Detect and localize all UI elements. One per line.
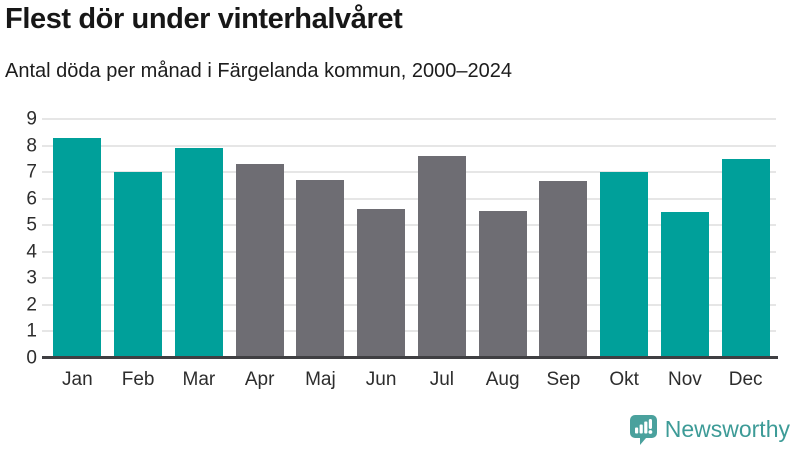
gridline xyxy=(42,224,776,227)
y-tick-label: 5 xyxy=(26,214,37,236)
bar-slot xyxy=(533,119,594,358)
gridline xyxy=(42,171,776,174)
y-tick-label: 6 xyxy=(26,188,37,210)
bar-slot xyxy=(715,119,776,358)
brand-footer: Newsworthy xyxy=(629,414,790,445)
x-axis-line xyxy=(42,356,778,359)
bar-slot xyxy=(412,119,473,358)
gridline xyxy=(42,250,776,253)
bar-slot xyxy=(47,119,108,358)
bar-slot xyxy=(472,119,533,358)
bar-okt xyxy=(600,172,649,358)
bar-slot xyxy=(108,119,169,358)
bar-slot xyxy=(229,119,290,358)
gridline xyxy=(42,197,776,200)
x-tick-label: Jul xyxy=(429,369,455,390)
x-tick-label: Okt xyxy=(609,369,639,390)
x-tick-label: Maj xyxy=(305,369,336,390)
y-tick-label: 0 xyxy=(26,347,37,369)
y-tick-label: 1 xyxy=(26,320,37,342)
y-tick-label: 4 xyxy=(26,241,37,263)
bar-jan xyxy=(53,137,102,358)
bar-slot xyxy=(351,119,412,358)
bar-dec xyxy=(721,158,770,358)
bar-apr xyxy=(235,164,284,358)
newsworthy-logo-icon xyxy=(629,414,658,445)
bar-aug xyxy=(478,210,527,358)
bar-series xyxy=(47,119,776,358)
x-tick-label: Jun xyxy=(365,369,397,390)
x-tick-label: Nov xyxy=(667,369,702,390)
x-tick-label: Jan xyxy=(62,369,93,390)
x-axis-labels: Jan Feb Mar Apr Maj Jun Jul Aug Sep Okt Nov Dec xyxy=(47,369,776,391)
gridline xyxy=(42,144,776,147)
x-tick-label: Sep xyxy=(546,369,581,390)
gridline xyxy=(42,277,776,280)
bar-slot xyxy=(655,119,716,358)
bar-feb xyxy=(114,172,163,358)
y-tick-label: 3 xyxy=(26,267,37,289)
bar-slot xyxy=(290,119,351,358)
gridline xyxy=(42,303,776,306)
gridline xyxy=(42,330,776,333)
y-tick-label: 9 xyxy=(26,108,37,130)
bar-mar xyxy=(174,148,223,358)
bar-slot xyxy=(169,119,230,358)
bar-jul xyxy=(417,156,466,358)
brand-name: Newsworthy xyxy=(664,416,790,442)
bar-jun xyxy=(357,209,406,358)
x-tick-label: Apr xyxy=(244,369,275,390)
x-tick-label: Mar xyxy=(182,369,216,390)
x-tick-label: Aug xyxy=(485,369,520,390)
bar-maj xyxy=(296,180,345,358)
gridline xyxy=(42,118,776,120)
plot-area: 0 1 2 3 4 5 6 7 8 9 Jan Feb Mar Apr Maj Jun Jul Aug Sep Ok… xyxy=(26,110,778,390)
x-tick-label: Feb xyxy=(121,369,155,390)
bar-slot xyxy=(594,119,655,358)
y-tick-label: 8 xyxy=(26,135,37,157)
y-tick-label: 2 xyxy=(26,294,37,316)
x-tick-label: Dec xyxy=(728,369,763,390)
chart-subtitle: Antal döda per månad i Färgelanda kommun… xyxy=(5,60,513,82)
bar-sep xyxy=(539,181,588,358)
chart-title: Flest dör under vinterhalvåret xyxy=(5,3,403,35)
bar-nov xyxy=(660,211,709,358)
y-tick-label: 7 xyxy=(26,161,37,183)
